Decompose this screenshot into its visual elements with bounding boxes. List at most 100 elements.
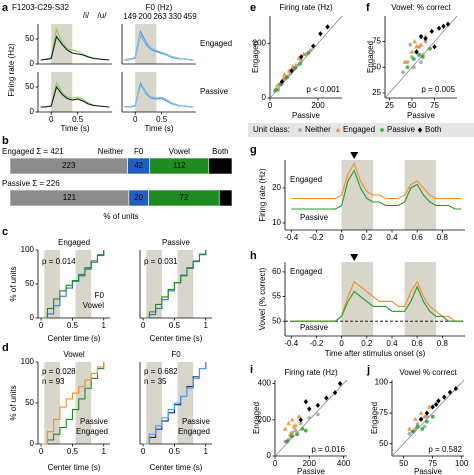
stimulus-shade	[341, 160, 374, 230]
panel-letter: i	[250, 364, 253, 376]
scatter-point	[298, 417, 303, 423]
y-axis-label: Firing rate (Hz)	[258, 168, 267, 222]
category-label: Passive Σ = 226	[2, 179, 60, 188]
panel-title: Firing rate (Hz)	[279, 3, 333, 12]
series-label: Passive	[300, 213, 329, 222]
annotation: p < 0.001	[306, 85, 340, 94]
scatter-point	[424, 410, 430, 416]
x-tick-label: 0.5	[169, 321, 181, 330]
x-tick-label: 50	[408, 101, 417, 110]
scatter-point	[445, 21, 451, 27]
legend-label: Both	[425, 125, 441, 134]
x-tick-label: -0.2	[310, 339, 324, 348]
x-tick-label: 0.8	[437, 339, 449, 348]
series-line	[40, 85, 110, 108]
x-tick-label: 0.4	[386, 233, 398, 242]
row-label: Passive	[200, 87, 229, 96]
y-tick-label: 50	[372, 62, 381, 71]
scatter-point	[411, 429, 415, 434]
panel-letter: f	[366, 2, 370, 14]
scatter-point	[332, 390, 338, 396]
y-axis-label: Firing rate (Hz)	[7, 43, 16, 97]
series-line	[40, 35, 110, 61]
event-marker	[350, 152, 359, 159]
x-tick-label: 0	[141, 447, 146, 456]
series-label: /u/	[98, 11, 108, 20]
y-axis-label: % of units	[9, 385, 18, 420]
series-line	[291, 169, 462, 210]
scatter-point	[286, 420, 292, 426]
legend-label: Passive	[387, 125, 416, 134]
scatter-point	[441, 23, 446, 29]
scatter-point	[409, 49, 415, 54]
panel-letter: c	[2, 226, 8, 238]
scatter-point	[420, 427, 425, 431]
series-label: 330	[168, 12, 182, 21]
scatter-point	[282, 426, 288, 431]
scatter-point	[337, 381, 343, 387]
x-tick-label: 75	[430, 101, 439, 110]
x-tick-label: 0.4	[386, 339, 398, 348]
scatter-point	[401, 70, 405, 75]
scatter-point	[418, 410, 424, 415]
scatter-point	[407, 432, 412, 436]
scatter-point	[298, 61, 302, 66]
category-label: Engaged Σ = 421	[2, 147, 64, 156]
scatter-point	[430, 414, 435, 419]
scatter-point	[284, 75, 289, 80]
series-label: Passive	[300, 323, 329, 332]
x-tick-label: 0	[273, 459, 278, 468]
annotation: p = 0.014	[42, 257, 76, 266]
y-tick-label: 200	[258, 415, 272, 424]
scatter-point	[303, 399, 309, 405]
scatter-point	[274, 87, 278, 92]
scatter-point	[318, 31, 323, 37]
scatter-point	[424, 419, 429, 424]
x-axis-label: Time (s)	[144, 124, 173, 133]
scatter-point	[415, 424, 420, 429]
y-tick-label: 10	[272, 218, 281, 227]
x-axis-label: Time (s)	[60, 124, 89, 133]
legend-marker	[380, 128, 384, 132]
stimulus-shade	[146, 362, 162, 444]
series-line	[143, 362, 207, 445]
y-tick-label: 400	[258, 379, 272, 388]
scatter-point	[419, 60, 423, 65]
series-line	[40, 81, 110, 108]
y-axis-label: Engaged	[251, 41, 260, 73]
series-label: Passive	[182, 417, 211, 426]
series-line	[40, 27, 110, 61]
x-tick-label: 0.5	[169, 447, 181, 456]
scatter-point	[413, 427, 418, 431]
y-tick-label: 0	[30, 107, 35, 116]
panel-title: Vowel	[63, 350, 85, 359]
x-tick-label: 50	[399, 459, 408, 468]
scatter-point	[296, 55, 302, 61]
series-line	[124, 82, 194, 108]
series-label: F0	[134, 147, 144, 156]
annotation: p = 0.005	[421, 85, 455, 94]
scatter-point	[307, 416, 312, 420]
scatter-point	[414, 44, 419, 49]
scatter-point	[293, 428, 298, 433]
bar-value-label: 72	[179, 193, 188, 202]
panel-title: F0	[171, 350, 181, 359]
series-label: Engaged	[76, 427, 108, 436]
x-tick-label: 100	[455, 459, 469, 468]
stimulus-shade	[404, 262, 437, 336]
x-tick-label: 25	[385, 101, 394, 110]
bar-value-label: 20	[134, 193, 143, 202]
x-tick-label: 0	[49, 115, 54, 124]
x-axis-label: % of units	[103, 212, 138, 221]
scatter-point	[422, 424, 427, 429]
scatter-point	[447, 389, 453, 395]
x-tick-label: -0.2	[310, 233, 324, 242]
scatter-point	[430, 404, 435, 410]
series-line	[143, 250, 207, 319]
x-axis-label: Passive	[407, 111, 436, 120]
scatter-point	[306, 51, 311, 55]
x-tick-label: 200	[311, 101, 325, 110]
series-label: Both	[212, 147, 228, 156]
scatter-point	[274, 83, 280, 88]
panel-letter: e	[250, 2, 256, 14]
